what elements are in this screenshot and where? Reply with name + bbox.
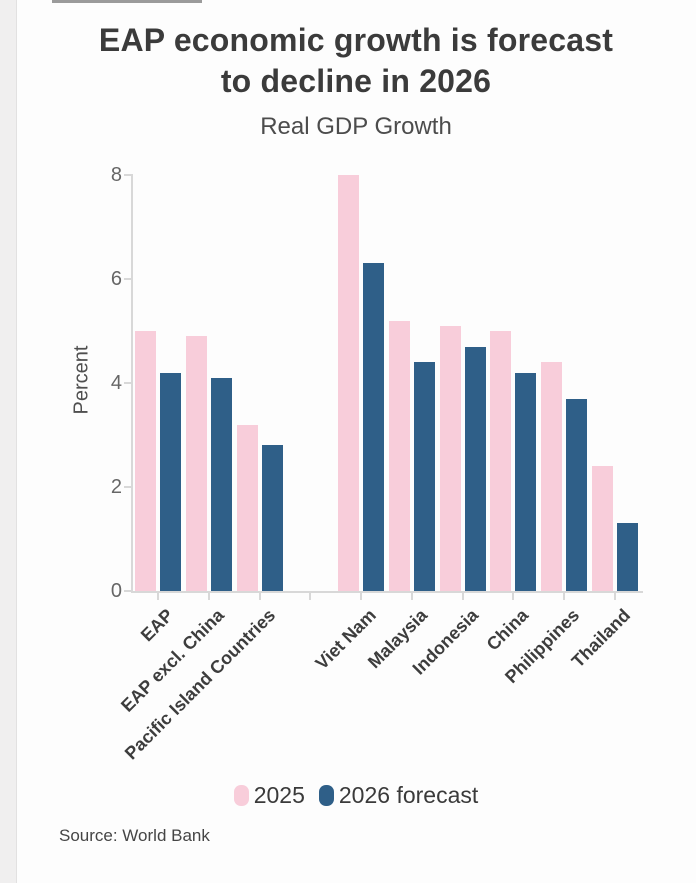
bar-2025-malaysia bbox=[388, 320, 410, 591]
x-axis-tick bbox=[410, 593, 413, 600]
x-axis-tick bbox=[461, 593, 464, 600]
legend-item-2025: 2025 bbox=[233, 782, 305, 809]
x-axis-tick bbox=[309, 593, 312, 600]
chart-subtitle: Real GDP Growth bbox=[260, 113, 452, 140]
x-axis-line bbox=[131, 591, 643, 593]
y-axis-tick-label-6: 6 bbox=[110, 268, 122, 290]
bar-2026-forecast-indonesia bbox=[464, 346, 486, 591]
x-axis-tick bbox=[512, 593, 515, 600]
y-axis-tick-label-4: 4 bbox=[110, 372, 122, 394]
bar-2026-forecast-pacific-island-countries bbox=[261, 445, 283, 591]
chart-title: EAP economic growth is forecast to decli… bbox=[16, 20, 696, 102]
y-axis-tick bbox=[124, 382, 131, 384]
x-axis-label-eap: EAP bbox=[137, 605, 178, 646]
y-axis-tick-labels: 0 2 4 6 8 bbox=[86, 164, 122, 602]
source-note: Source: World Bank bbox=[59, 826, 210, 845]
bar-2025-viet-nam bbox=[338, 175, 360, 591]
bar-2026-forecast-eap-excl-china bbox=[211, 377, 233, 591]
x-axis-tick bbox=[258, 593, 261, 600]
x-axis-tick bbox=[562, 593, 565, 600]
y-axis-tick bbox=[124, 174, 131, 176]
bar-2025-pacific-island-countries bbox=[236, 424, 258, 591]
bar-2026-forecast-philippines bbox=[565, 398, 587, 591]
legend-item-2026-forecast: 2026 forecast bbox=[318, 782, 479, 809]
bar-2026-forecast-thailand bbox=[616, 523, 638, 591]
y-axis-line bbox=[131, 174, 133, 593]
bar-2026-forecast-malaysia bbox=[413, 362, 435, 591]
y-axis-tick bbox=[124, 278, 131, 280]
bar-2025-eap-excl-china bbox=[186, 336, 208, 591]
x-axis-tick bbox=[613, 593, 616, 600]
chart-title-line-1: EAP economic growth is forecast bbox=[98, 22, 614, 58]
bar-2025-indonesia bbox=[439, 325, 461, 591]
legend-label-2025: 2025 bbox=[253, 782, 305, 808]
legend-swatch-2026-forecast bbox=[318, 785, 334, 806]
y-axis-tick bbox=[124, 486, 131, 488]
legend-label-2026-forecast: 2026 forecast bbox=[338, 782, 479, 808]
x-axis-tick bbox=[208, 593, 211, 600]
bar-2026-forecast-viet-nam bbox=[363, 263, 385, 591]
bar-2025-thailand bbox=[591, 466, 613, 591]
x-axis-tick bbox=[360, 593, 363, 600]
photo-top-artifact bbox=[52, 0, 202, 3]
bar-2026-forecast-eap bbox=[160, 372, 182, 591]
bar-2025-china bbox=[490, 331, 512, 591]
x-axis-tick bbox=[157, 593, 160, 600]
plot-area: EAP EAP excl. China Pacific Island Countri… bbox=[117, 174, 640, 763]
y-axis-tick-label-8: 8 bbox=[110, 164, 122, 186]
photo-edge-strip bbox=[0, 0, 17, 883]
bar-2025-eap bbox=[135, 331, 157, 591]
y-axis-tick bbox=[124, 590, 131, 592]
y-axis-tick-label-2: 2 bbox=[110, 476, 122, 498]
bar-2026-forecast-china bbox=[515, 372, 537, 591]
legend: 2025 2026 forecast bbox=[16, 782, 696, 809]
chart-title-line-2: to decline in 2026 bbox=[220, 63, 492, 99]
legend-swatch-2025 bbox=[233, 785, 249, 806]
y-axis-tick-label-0: 0 bbox=[110, 580, 122, 602]
bar-2025-philippines bbox=[540, 362, 562, 591]
